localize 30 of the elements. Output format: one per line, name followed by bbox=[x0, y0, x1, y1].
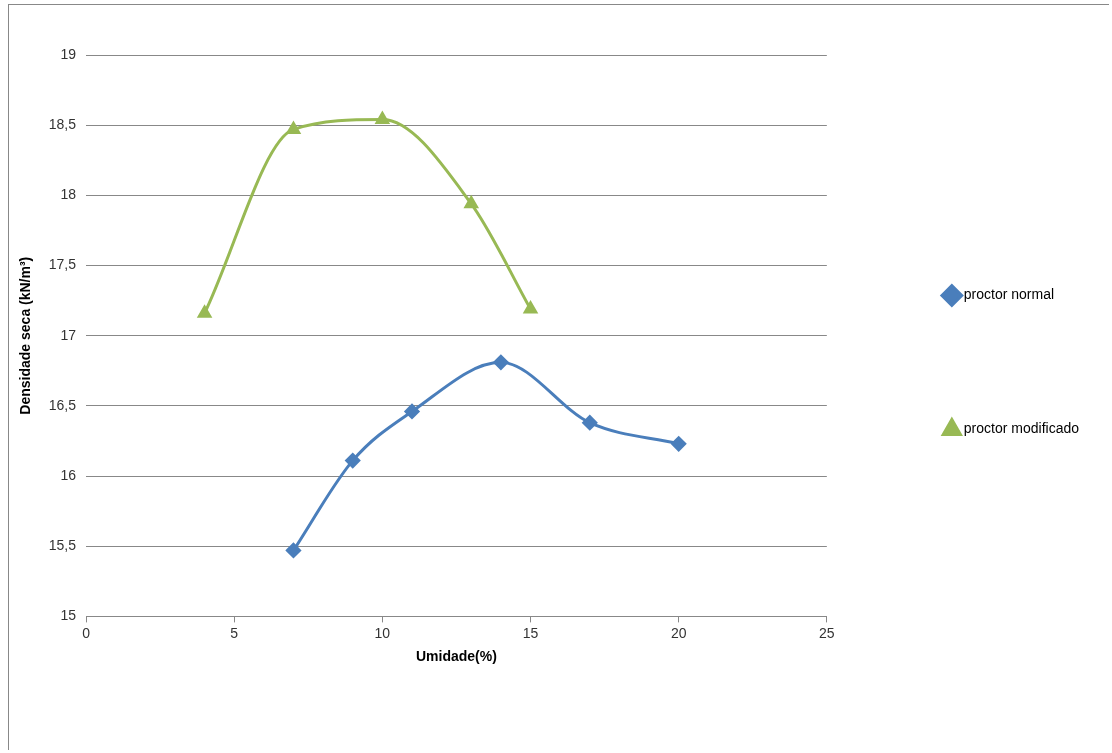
y-tick-label: 17 bbox=[60, 326, 77, 343]
point bbox=[671, 436, 687, 452]
x-tick-label: 5 bbox=[230, 624, 239, 641]
y-tick-label: 15,5 bbox=[48, 537, 77, 554]
x-tick-label: 20 bbox=[670, 624, 687, 641]
point bbox=[285, 542, 301, 558]
y-tick-label: 18,5 bbox=[48, 116, 77, 133]
y-tick-label: 16 bbox=[60, 466, 77, 483]
point bbox=[197, 305, 212, 318]
point bbox=[493, 354, 509, 370]
y-axis-title: Densidade seca (kN/m³) bbox=[17, 256, 34, 415]
x-tick-label: 15 bbox=[522, 624, 539, 641]
point bbox=[404, 403, 420, 419]
point bbox=[523, 301, 538, 314]
x-tick-label: 10 bbox=[374, 624, 391, 641]
y-tick-label: 15 bbox=[60, 607, 77, 624]
legend-label: proctor normal bbox=[963, 286, 1055, 303]
point bbox=[375, 112, 390, 125]
x-tick-label: 25 bbox=[819, 624, 835, 641]
y-tick-label: 16,5 bbox=[48, 396, 77, 413]
y-tick-label: 19 bbox=[60, 45, 77, 62]
point bbox=[286, 121, 301, 134]
x-tick-label: 0 bbox=[82, 624, 91, 641]
y-tick-label: 18 bbox=[60, 186, 77, 203]
point bbox=[582, 415, 598, 431]
point bbox=[345, 453, 361, 469]
x-axis-title: Umidade(%) bbox=[415, 648, 497, 665]
point bbox=[464, 196, 478, 209]
y-tick-label: 17,5 bbox=[48, 256, 77, 273]
legend-label: proctor modificado bbox=[963, 420, 1080, 437]
